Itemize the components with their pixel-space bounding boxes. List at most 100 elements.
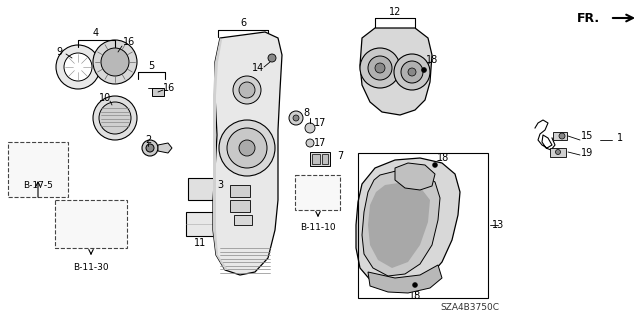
Bar (48, 170, 58, 177)
Text: 1: 1 (617, 133, 623, 143)
Bar (94, 221, 106, 232)
Polygon shape (158, 143, 172, 153)
Circle shape (433, 162, 438, 167)
Bar (16, 159, 22, 164)
Circle shape (68, 224, 72, 226)
Polygon shape (213, 38, 228, 270)
Circle shape (95, 210, 99, 212)
Polygon shape (360, 28, 432, 115)
Bar (34, 152, 40, 157)
Text: 17: 17 (314, 138, 326, 148)
Bar (186, 212, 218, 236)
Bar (152, 88, 164, 96)
Polygon shape (395, 163, 435, 190)
Text: 16: 16 (163, 83, 175, 93)
Bar (78, 221, 90, 232)
Circle shape (422, 68, 426, 72)
Bar (188, 178, 216, 200)
Circle shape (289, 111, 303, 125)
Text: 5: 5 (148, 61, 154, 71)
Circle shape (239, 140, 255, 156)
Polygon shape (356, 158, 460, 288)
Circle shape (413, 283, 417, 287)
Bar (94, 207, 106, 218)
Circle shape (56, 45, 100, 89)
Bar (62, 221, 74, 232)
Text: 17: 17 (314, 118, 326, 128)
Text: 3: 3 (217, 180, 223, 190)
Circle shape (219, 120, 275, 176)
Text: 7: 7 (337, 151, 343, 161)
Bar (58, 203, 124, 245)
Polygon shape (368, 182, 430, 268)
Circle shape (239, 82, 255, 98)
Circle shape (401, 61, 423, 83)
Bar (8, 142, 68, 197)
Circle shape (84, 224, 88, 226)
Bar (12, 146, 64, 193)
Bar (322, 154, 328, 164)
Circle shape (268, 54, 276, 62)
Polygon shape (213, 32, 282, 275)
Circle shape (394, 54, 430, 90)
Circle shape (95, 224, 99, 226)
Bar (358, 153, 488, 298)
Text: 9: 9 (56, 47, 62, 57)
Polygon shape (362, 170, 440, 276)
Text: 4: 4 (93, 28, 99, 38)
Bar (234, 215, 252, 225)
Bar (34, 159, 40, 164)
Text: 15: 15 (581, 131, 593, 141)
Bar (78, 207, 90, 218)
Bar (299, 179, 336, 206)
Text: 10: 10 (99, 93, 111, 103)
Text: 6: 6 (240, 18, 246, 28)
Bar (48, 150, 58, 157)
Circle shape (100, 210, 104, 212)
Circle shape (227, 128, 267, 168)
Text: 13: 13 (492, 220, 504, 230)
Text: 2: 2 (145, 135, 151, 145)
Bar (317, 192, 328, 200)
Circle shape (233, 76, 261, 104)
Circle shape (84, 210, 88, 212)
Bar (317, 182, 328, 190)
Bar (14, 148, 46, 168)
Circle shape (306, 139, 314, 147)
Text: 8: 8 (303, 108, 309, 118)
Circle shape (101, 48, 129, 76)
Text: B-17-5: B-17-5 (23, 181, 53, 189)
Bar (312, 154, 320, 164)
Bar (55, 200, 127, 248)
Circle shape (93, 96, 137, 140)
Text: 11: 11 (194, 238, 206, 248)
Circle shape (63, 210, 67, 212)
Bar (25, 152, 31, 157)
Bar (48, 160, 58, 167)
Bar (16, 152, 22, 157)
Circle shape (146, 144, 154, 152)
Text: B-11-30: B-11-30 (73, 263, 109, 272)
Bar (302, 182, 313, 190)
Text: 19: 19 (581, 148, 593, 158)
Bar (302, 192, 313, 200)
Circle shape (68, 210, 72, 212)
Circle shape (93, 40, 137, 84)
Bar (553, 132, 567, 140)
Circle shape (142, 140, 158, 156)
Circle shape (100, 224, 104, 226)
Text: 18: 18 (426, 55, 438, 65)
Bar (230, 185, 250, 197)
Polygon shape (368, 265, 442, 293)
Circle shape (293, 115, 299, 121)
Text: FR.: FR. (577, 11, 600, 25)
Circle shape (556, 150, 561, 154)
Circle shape (360, 48, 400, 88)
Bar (310, 152, 330, 166)
Bar (230, 200, 250, 212)
Circle shape (79, 210, 83, 212)
Text: SZA4B3750C: SZA4B3750C (440, 303, 499, 313)
Circle shape (79, 224, 83, 226)
Circle shape (305, 123, 315, 133)
Circle shape (408, 68, 416, 76)
